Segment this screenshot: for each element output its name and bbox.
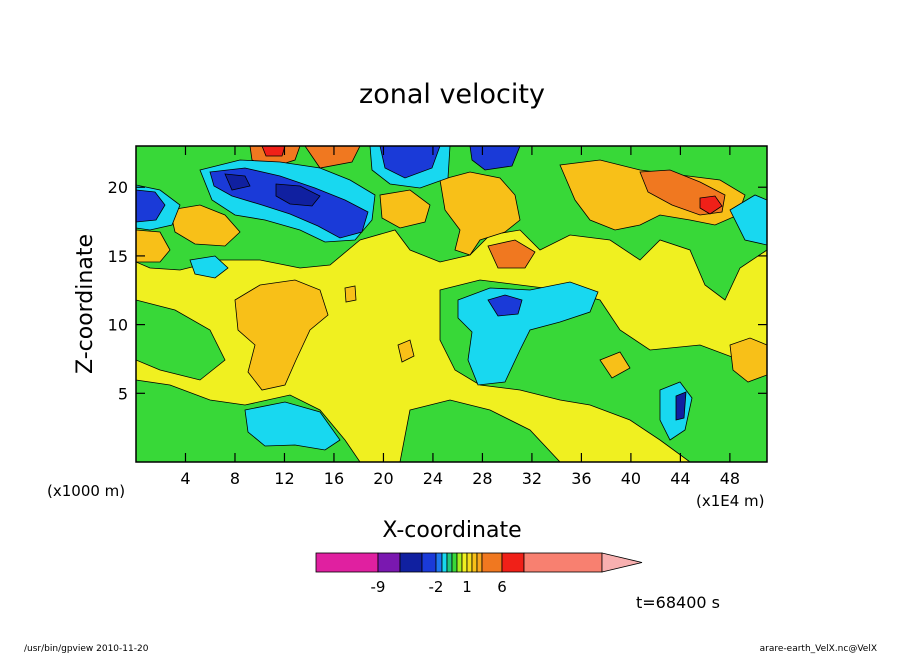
- y-tick-label: 5: [118, 384, 128, 403]
- colorbar-segment: [446, 552, 453, 573]
- colorbar-segment: [481, 552, 503, 573]
- footer-left: /usr/bin/gpview 2010-11-20: [24, 644, 149, 654]
- x-tick-label: 48: [720, 469, 740, 488]
- x-unit-label: (x1E4 m): [696, 492, 765, 510]
- field-region: [439, 171, 521, 256]
- field-region: [487, 239, 536, 269]
- y-unit-label: (x1000 m): [47, 482, 125, 500]
- field-region: [169, 204, 241, 247]
- field-region: [234, 279, 329, 391]
- field-region: [244, 401, 341, 451]
- field-region: [344, 285, 357, 303]
- field-region: [275, 183, 321, 207]
- field-region: [729, 337, 767, 383]
- colorbar-segment: [377, 552, 401, 573]
- colorbar-segment: [399, 552, 423, 573]
- colorbar-segment: [441, 552, 448, 573]
- field-region: [699, 195, 723, 215]
- field-region: [224, 173, 251, 191]
- colorbar-segment: [456, 552, 463, 573]
- field-region: [399, 399, 561, 462]
- colorbar-segment: [471, 552, 478, 573]
- colorbar: [315, 552, 643, 573]
- x-tick-label: 40: [621, 469, 641, 488]
- colorbar-segment: [435, 552, 443, 573]
- colorbar-segment: [466, 552, 473, 573]
- x-axis-ticks: 4 8 12 16 20 24 28 32 36 40 44 48: [180, 146, 740, 488]
- field-region: [136, 189, 166, 223]
- field-region: [379, 189, 431, 229]
- x-tick-label: 32: [522, 469, 542, 488]
- colorbar-segment: [451, 552, 458, 573]
- footer-right: arare-earth_VelX.nc@VelX: [760, 644, 877, 654]
- y-tick-label: 10: [108, 316, 128, 335]
- x-tick-label: 4: [180, 469, 190, 488]
- y-axis-title: Z-coordinate: [73, 234, 98, 374]
- chart-title: zonal velocity: [359, 79, 545, 110]
- field-region: [189, 255, 229, 279]
- colorbar-label: -2: [429, 578, 444, 596]
- x-tick-label: 44: [670, 469, 690, 488]
- colorbar-segment: [421, 552, 437, 573]
- colorbar-segment: [476, 552, 483, 573]
- colorbar-segment: [501, 552, 525, 573]
- x-tick-label: 16: [324, 469, 344, 488]
- y-tick-label: 15: [108, 247, 128, 266]
- colorbar-segment: [315, 552, 379, 573]
- colorbar-label: -9: [371, 578, 386, 596]
- colorbar-segment: [523, 552, 603, 573]
- colorbar-segment: [461, 552, 468, 573]
- field-region: [397, 339, 415, 363]
- field-region: [599, 351, 631, 379]
- x-tick-label: 12: [274, 469, 294, 488]
- y-tick-label: 20: [108, 178, 128, 197]
- y-axis-ticks: 5 10 15 20: [108, 178, 767, 403]
- field-region: [487, 294, 523, 317]
- x-tick-label: 24: [423, 469, 443, 488]
- field-region: [261, 146, 286, 157]
- velocity-field: [136, 146, 767, 462]
- field-region: [379, 146, 441, 179]
- plot-frame: [135, 145, 768, 463]
- x-tick-label: 20: [373, 469, 393, 488]
- colorbar-label: 6: [497, 578, 507, 596]
- colorbar-labels: -9 -2 1 6: [371, 578, 507, 596]
- x-tick-label: 36: [571, 469, 591, 488]
- time-annotation: t=68400 s: [636, 593, 720, 612]
- field-region: [729, 194, 767, 246]
- field-region: [136, 299, 226, 381]
- colorbar-label: 1: [462, 578, 472, 596]
- colorbar-arrow: [601, 552, 643, 573]
- field-region: [675, 391, 687, 421]
- field-region: [304, 146, 361, 169]
- x-axis-title: X-coordinate: [382, 518, 521, 543]
- x-tick-label: 28: [472, 469, 492, 488]
- x-tick-label: 8: [230, 469, 240, 488]
- field-region: [136, 229, 171, 263]
